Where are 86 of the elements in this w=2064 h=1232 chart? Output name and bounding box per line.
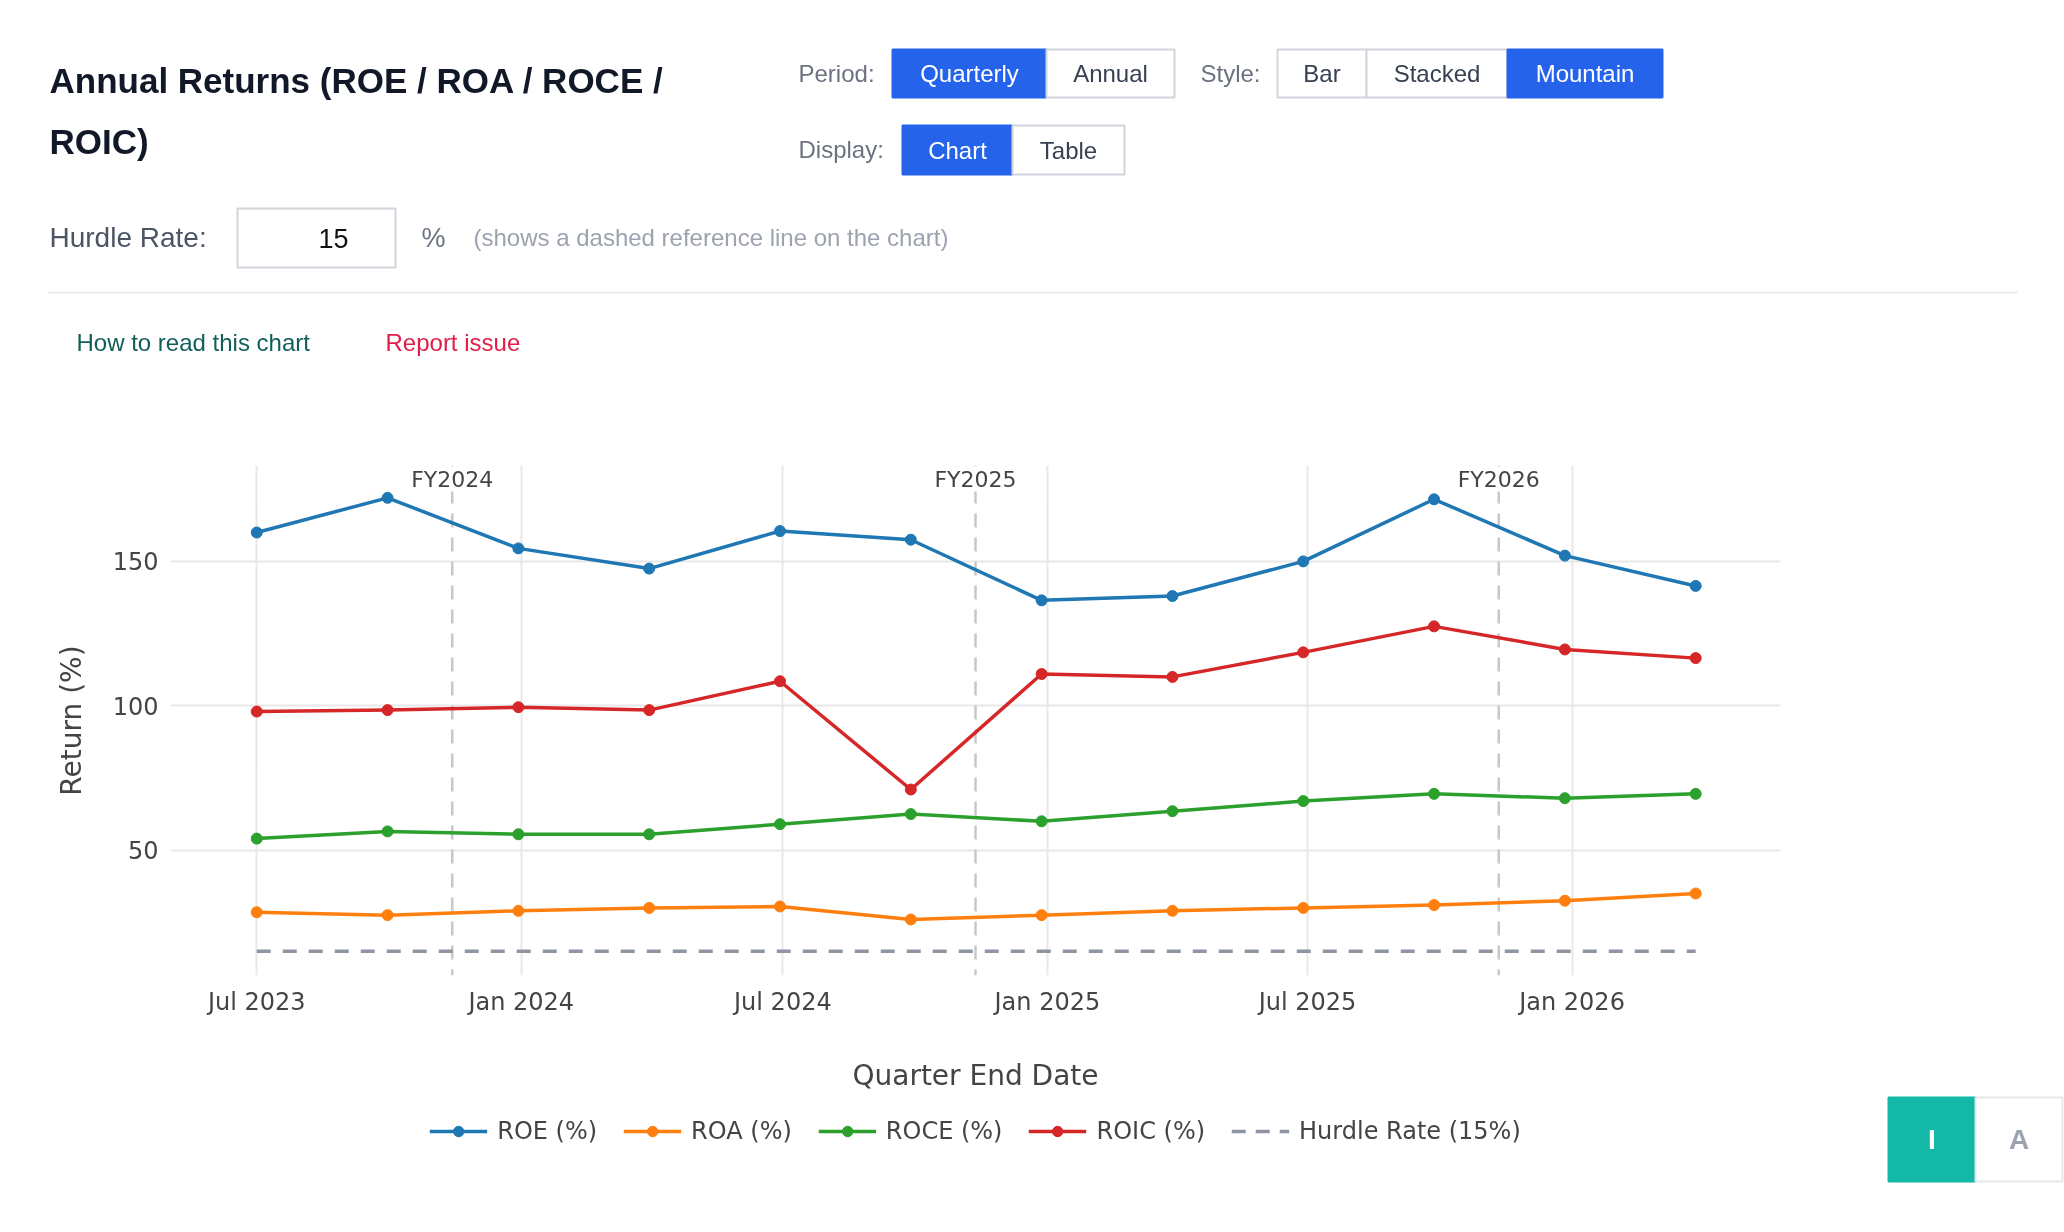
ref-line-label: FY2026 [1457, 466, 1540, 492]
text: Chart [928, 136, 988, 164]
legend-label: Hurdle Rate (15%) [1299, 1117, 1521, 1145]
point [1428, 899, 1441, 912]
point [512, 904, 525, 917]
x-axis-title: Quarter End Date [852, 1058, 1099, 1092]
text: Style: [1200, 60, 1261, 87]
x-tick-label: Jan 2024 [466, 987, 575, 1016]
point [904, 533, 917, 546]
point [1689, 652, 1702, 665]
text: Report issue [385, 329, 521, 356]
y-axis-title: Return (%) [54, 645, 88, 796]
point [1166, 670, 1179, 683]
point [1035, 815, 1048, 828]
text: Hurdle Rate: [49, 222, 207, 253]
point [774, 900, 786, 913]
point [250, 705, 263, 718]
point [1035, 668, 1048, 680]
point [250, 832, 263, 845]
point [1297, 646, 1310, 659]
point [1689, 579, 1702, 592]
y-tick-label: 50 [127, 837, 159, 866]
point [512, 828, 525, 841]
ref-line-label: FY2025 [934, 466, 1017, 492]
point [1035, 909, 1048, 922]
x-tick-label: Jan 2025 [992, 987, 1101, 1016]
point [512, 701, 525, 714]
point [250, 906, 263, 919]
point [1297, 795, 1310, 808]
y-tick-label: 100 [112, 692, 159, 721]
point [1166, 590, 1179, 603]
point [1428, 787, 1441, 800]
legend-label: ROE (%) [497, 1117, 598, 1145]
text: (shows a dashed reference line on the chart) [473, 224, 949, 251]
text: Display: [798, 136, 884, 163]
point [512, 542, 525, 555]
point [643, 704, 656, 717]
point [381, 909, 394, 922]
x-tick-label: Jul 2023 [205, 987, 306, 1016]
point [1689, 887, 1702, 900]
text: Mountain [1535, 60, 1635, 87]
point [250, 526, 263, 539]
point [1558, 549, 1571, 562]
legend-label: ROCE (%) [885, 1117, 1003, 1145]
point [1297, 555, 1310, 568]
point [1035, 594, 1048, 607]
x-tick-label: Jul 2025 [1256, 987, 1357, 1016]
point [1558, 792, 1571, 805]
point [1166, 805, 1179, 818]
point [643, 901, 656, 914]
x-tick-label: Jul 2024 [732, 987, 832, 1016]
legend-label: ROIC (%) [1096, 1117, 1206, 1145]
point [1166, 904, 1179, 917]
point [643, 562, 656, 575]
point [774, 525, 786, 538]
point [774, 818, 786, 831]
point [381, 491, 394, 504]
point [904, 783, 917, 796]
point [1558, 643, 1571, 656]
point [1428, 620, 1441, 633]
text: I [1928, 1124, 1936, 1155]
point [774, 675, 786, 688]
ref-line-label: FY2024 [411, 466, 494, 492]
text: Bar [1303, 60, 1341, 87]
legend-label: ROA (%) [691, 1117, 792, 1145]
point [904, 913, 917, 926]
text: Annual [1073, 60, 1148, 87]
text: Table [1039, 136, 1098, 164]
text: Period: [798, 60, 875, 87]
point [381, 704, 394, 717]
point [1297, 901, 1310, 914]
text: Quarterly [920, 60, 1019, 87]
text: 15 [318, 223, 349, 254]
y-tick-label: 150 [112, 548, 159, 577]
point [643, 828, 656, 841]
point [1558, 894, 1571, 907]
text: How to read this chart [76, 329, 311, 356]
text: A [2008, 1124, 2030, 1155]
point [904, 808, 917, 821]
point [1428, 493, 1441, 506]
text: % [421, 222, 446, 253]
point [1689, 787, 1702, 800]
text: Stacked [1393, 60, 1481, 87]
point [381, 825, 394, 838]
chart-title: Annual Returns (ROE / ROA / ROCE / ROIC) [49, 60, 663, 161]
x-tick-label: Jan 2026 [1517, 987, 1625, 1016]
